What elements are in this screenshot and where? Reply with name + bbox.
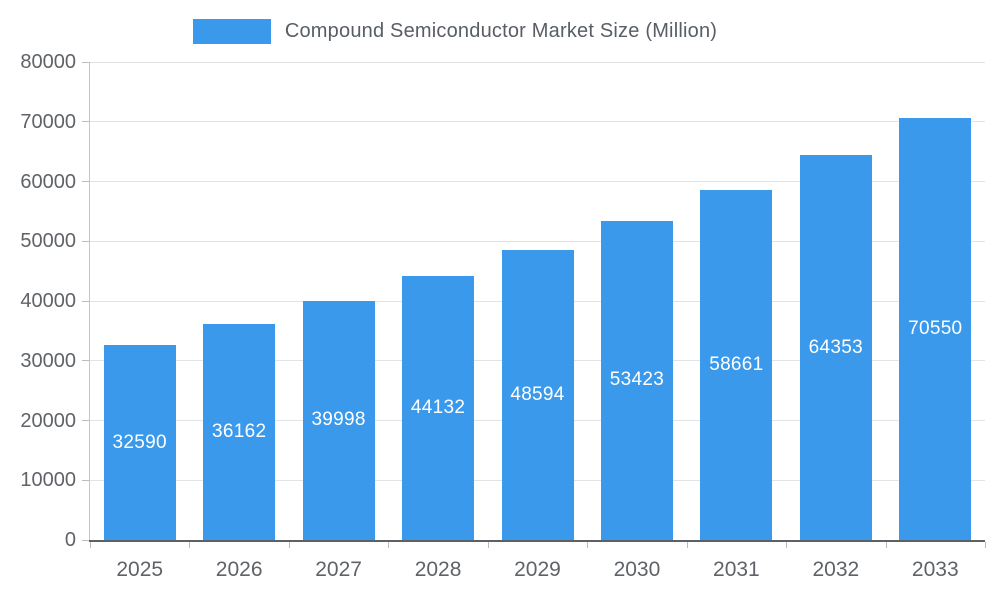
bar-value-label: 39998 <box>311 409 366 431</box>
x-tick-mark <box>686 542 688 548</box>
x-tick-mark <box>288 542 290 548</box>
x-tick-mark <box>189 542 191 548</box>
bar-value-label: 64353 <box>808 336 863 358</box>
y-axis-tick-label: 70000 <box>20 110 76 133</box>
bar-value-label: 53423 <box>609 369 665 391</box>
y-tick-mark <box>82 360 89 362</box>
y-axis-tick-label: 30000 <box>20 349 76 372</box>
legend-label: Compound Semiconductor Market Size (Mill… <box>284 19 718 42</box>
y-tick-mark <box>82 181 89 182</box>
y-gridline <box>90 240 985 242</box>
x-axis-category-label: 2032 <box>812 558 860 581</box>
bar[interactable]: 39998 <box>302 301 375 540</box>
y-tick-mark <box>82 61 89 63</box>
x-tick-mark <box>885 542 887 548</box>
x-tick-mark <box>786 542 788 548</box>
y-axis-tick-label: 50000 <box>20 230 76 253</box>
x-axis-category-label: 2025 <box>116 558 164 581</box>
y-gridline <box>90 121 985 123</box>
legend-swatch <box>192 18 271 44</box>
bar-value-label: 70550 <box>908 318 963 340</box>
x-axis-category-label: 2027 <box>315 558 362 581</box>
y-tick-mark <box>82 121 89 123</box>
bar-value-label: 32590 <box>112 431 167 453</box>
bar[interactable]: 44132 <box>402 276 475 540</box>
bar[interactable]: 36162 <box>203 323 276 540</box>
y-tick-mark <box>82 479 89 481</box>
x-axis-category-label: 2026 <box>215 558 263 581</box>
bar[interactable]: 48594 <box>501 249 574 540</box>
y-gridline <box>90 181 985 182</box>
x-axis-category-label: 2033 <box>911 558 959 581</box>
x-tick-mark <box>487 542 489 548</box>
bar[interactable]: 58661 <box>700 189 773 540</box>
y-axis-tick-label: 20000 <box>20 409 76 432</box>
x-tick-mark <box>388 542 390 548</box>
bar-value-label: 44132 <box>410 397 466 419</box>
y-axis-tick-label: 0 <box>64 529 76 551</box>
x-axis-category-label: 2031 <box>713 558 760 581</box>
bar[interactable]: 70550 <box>899 118 972 540</box>
x-axis-line <box>89 540 985 542</box>
y-tick-mark <box>82 420 89 421</box>
y-axis-tick-label: 60000 <box>20 170 76 193</box>
bar[interactable]: 64353 <box>799 155 872 540</box>
y-axis-tick-label: 10000 <box>20 469 76 492</box>
y-tick-mark <box>82 240 89 242</box>
bar-value-label: 48594 <box>510 383 565 405</box>
x-axis-category-label: 2030 <box>613 558 661 581</box>
x-tick-mark <box>587 542 589 548</box>
y-axis-tick-label: 80000 <box>20 51 76 73</box>
y-gridline <box>90 61 985 63</box>
y-tick-mark <box>82 300 89 302</box>
bar-value-label: 36162 <box>211 420 267 442</box>
x-axis-category-label: 2029 <box>514 558 561 581</box>
y-tick-mark <box>82 539 89 541</box>
x-axis-category-label: 2028 <box>414 558 462 581</box>
bar[interactable]: 53423 <box>600 220 673 540</box>
x-tick-mark <box>985 542 986 548</box>
bar[interactable]: 32590 <box>103 345 176 540</box>
bar-value-label: 58661 <box>709 353 764 375</box>
y-axis-tick-label: 40000 <box>20 290 76 312</box>
x-tick-mark <box>90 542 91 548</box>
y-axis-line <box>89 62 90 542</box>
chart-legend[interactable]: Compound Semiconductor Market Size (Mill… <box>0 16 955 46</box>
